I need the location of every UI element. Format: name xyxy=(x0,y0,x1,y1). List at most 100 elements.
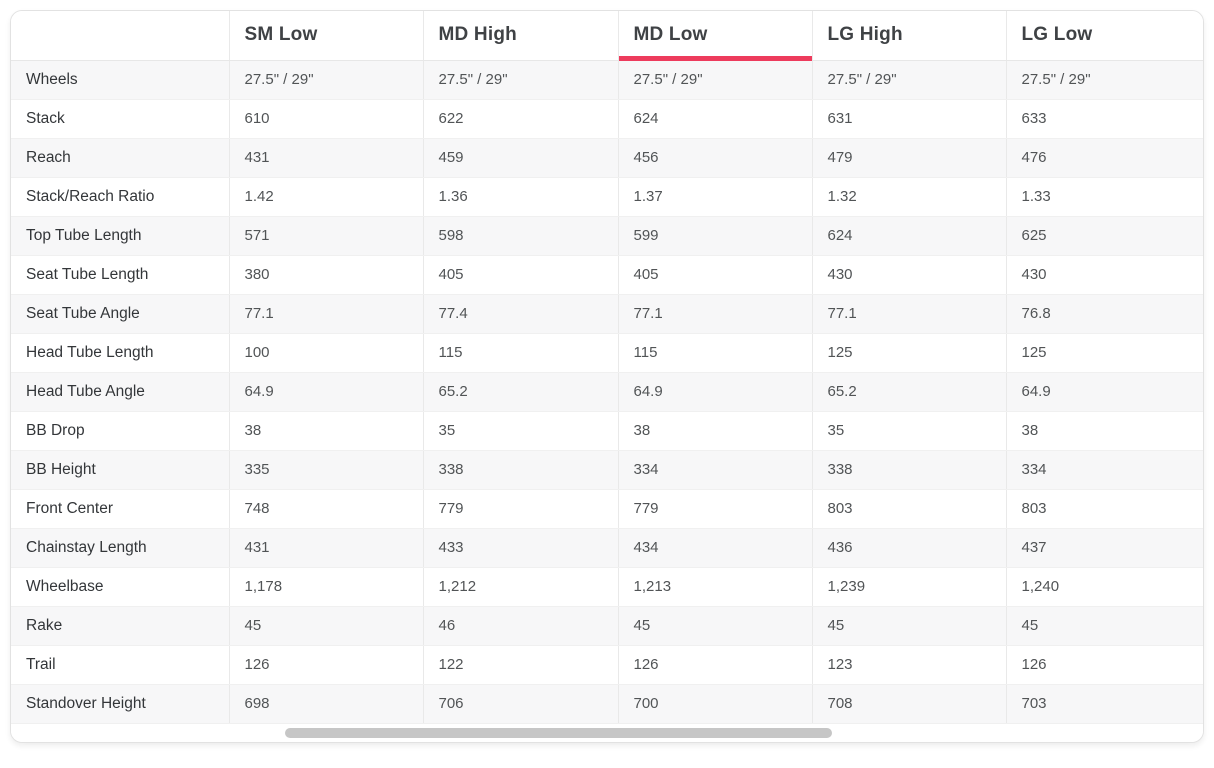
value-cell: 708 xyxy=(811,684,1006,723)
value-cell: 38 xyxy=(228,411,423,451)
value-cell: 437 xyxy=(1005,528,1203,568)
value-cell: 35 xyxy=(811,411,1006,451)
row-label: Head Tube Angle xyxy=(11,372,229,412)
value-cell: 45 xyxy=(811,606,1006,646)
column-header-label: MD Low xyxy=(633,24,708,46)
value-cell: 77.4 xyxy=(422,294,618,334)
value-cell: 479 xyxy=(811,138,1006,178)
row-label: Chainstay Length xyxy=(11,528,229,568)
value-cell: 126 xyxy=(228,645,423,685)
table-header-row: SM Low MD High MD Low LG High LG Low xyxy=(11,11,1203,61)
value-cell: 334 xyxy=(617,450,812,490)
value-cell: 405 xyxy=(617,255,812,295)
value-cell: 338 xyxy=(422,450,618,490)
table-row: Standover Height 698 706 700 708 703 xyxy=(11,684,1203,723)
value-cell: 430 xyxy=(1005,255,1203,295)
value-cell: 431 xyxy=(228,528,423,568)
row-label: BB Height xyxy=(11,450,229,490)
row-label: Wheels xyxy=(11,60,229,100)
row-label: Wheelbase xyxy=(11,567,229,607)
value-cell: 64.9 xyxy=(617,372,812,412)
row-label: Seat Tube Angle xyxy=(11,294,229,334)
value-cell: 624 xyxy=(811,216,1006,256)
value-cell: 1,239 xyxy=(811,567,1006,607)
table-row: Reach 431 459 456 479 476 xyxy=(11,138,1203,178)
value-cell: 77.1 xyxy=(617,294,812,334)
column-header-lg-low[interactable]: LG Low xyxy=(1005,11,1203,61)
value-cell: 436 xyxy=(811,528,1006,568)
value-cell: 115 xyxy=(617,333,812,373)
value-cell: 27.5" / 29" xyxy=(228,60,423,100)
value-cell: 1.42 xyxy=(228,177,423,217)
active-tab-indicator xyxy=(618,55,812,61)
horizontal-scrollbar-track[interactable] xyxy=(11,723,1203,742)
row-label: Seat Tube Length xyxy=(11,255,229,295)
value-cell: 700 xyxy=(617,684,812,723)
value-cell: 100 xyxy=(228,333,423,373)
value-cell: 64.9 xyxy=(1005,372,1203,412)
column-header-md-low[interactable]: MD Low xyxy=(617,11,812,61)
table-row: Wheels 27.5" / 29" 27.5" / 29" 27.5" / 29" 2… xyxy=(11,60,1203,100)
table-row: Wheelbase 1,178 1,212 1,213 1,239 1,240 xyxy=(11,567,1203,607)
value-cell: 122 xyxy=(422,645,618,685)
value-cell: 625 xyxy=(1005,216,1203,256)
row-label: Rake xyxy=(11,606,229,646)
row-label: Head Tube Length xyxy=(11,333,229,373)
value-cell: 123 xyxy=(811,645,1006,685)
geometry-table: SM Low MD High MD Low LG High LG Low Whe… xyxy=(11,11,1203,723)
value-cell: 624 xyxy=(617,99,812,139)
value-cell: 35 xyxy=(422,411,618,451)
value-cell: 476 xyxy=(1005,138,1203,178)
value-cell: 1,212 xyxy=(422,567,618,607)
value-cell: 405 xyxy=(422,255,618,295)
value-cell: 779 xyxy=(422,489,618,529)
value-cell: 631 xyxy=(811,99,1006,139)
value-cell: 45 xyxy=(228,606,423,646)
value-cell: 703 xyxy=(1005,684,1203,723)
row-label: Stack/Reach Ratio xyxy=(11,177,229,217)
value-cell: 77.1 xyxy=(228,294,423,334)
value-cell: 1.37 xyxy=(617,177,812,217)
column-header-lg-high[interactable]: LG High xyxy=(811,11,1006,61)
value-cell: 1.36 xyxy=(422,177,618,217)
value-cell: 431 xyxy=(228,138,423,178)
value-cell: 598 xyxy=(422,216,618,256)
value-cell: 803 xyxy=(811,489,1006,529)
row-label: Stack xyxy=(11,99,229,139)
value-cell: 748 xyxy=(228,489,423,529)
value-cell: 803 xyxy=(1005,489,1203,529)
value-cell: 125 xyxy=(811,333,1006,373)
geometry-table-card: SM Low MD High MD Low LG High LG Low Whe… xyxy=(10,10,1204,743)
value-cell: 27.5" / 29" xyxy=(617,60,812,100)
table-row: Top Tube Length 571 598 599 624 625 xyxy=(11,216,1203,256)
value-cell: 38 xyxy=(1005,411,1203,451)
table-body: Wheels 27.5" / 29" 27.5" / 29" 27.5" / 29" 2… xyxy=(11,60,1203,723)
table-row: Head Tube Length 100 115 115 125 125 xyxy=(11,333,1203,373)
value-cell: 1,240 xyxy=(1005,567,1203,607)
value-cell: 45 xyxy=(1005,606,1203,646)
row-label: Reach xyxy=(11,138,229,178)
value-cell: 633 xyxy=(1005,99,1203,139)
value-cell: 599 xyxy=(617,216,812,256)
corner-header-cell xyxy=(11,11,229,61)
table-row: BB Drop 38 35 38 35 38 xyxy=(11,411,1203,451)
value-cell: 335 xyxy=(228,450,423,490)
value-cell: 434 xyxy=(617,528,812,568)
table-row: Trail 126 122 126 123 126 xyxy=(11,645,1203,685)
column-header-md-high[interactable]: MD High xyxy=(422,11,618,61)
column-header-sm-low[interactable]: SM Low xyxy=(228,11,423,61)
horizontal-scrollbar-thumb[interactable] xyxy=(285,728,832,738)
row-label: Standover Height xyxy=(26,694,146,712)
value-cell: 76.8 xyxy=(1005,294,1203,334)
value-cell: 338 xyxy=(811,450,1006,490)
table-row: Head Tube Angle 64.9 65.2 64.9 65.2 64.9 xyxy=(11,372,1203,412)
value-cell: 433 xyxy=(422,528,618,568)
row-label: BB Drop xyxy=(11,411,229,451)
table-row: Seat Tube Angle 77.1 77.4 77.1 77.1 76.8 xyxy=(11,294,1203,334)
value-cell: 64.9 xyxy=(228,372,423,412)
value-cell: 126 xyxy=(617,645,812,685)
value-cell: 456 xyxy=(617,138,812,178)
value-cell: 46 xyxy=(422,606,618,646)
value-cell: 65.2 xyxy=(811,372,1006,412)
value-cell: 698 xyxy=(228,684,423,723)
